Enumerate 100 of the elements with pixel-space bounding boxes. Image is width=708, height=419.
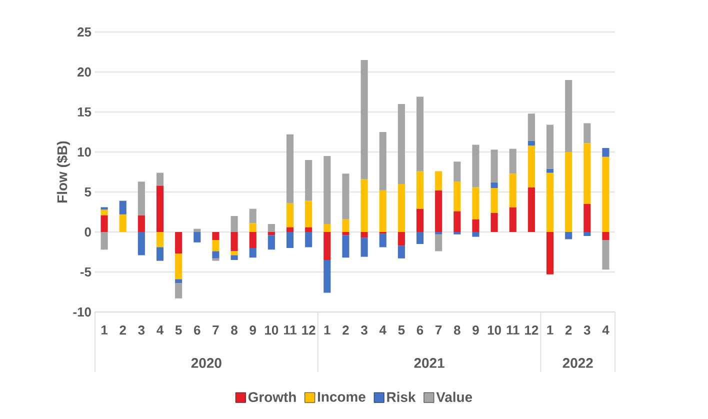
x-tick-label: 12 xyxy=(525,326,538,335)
bar xyxy=(602,232,610,240)
bar xyxy=(472,219,480,232)
bar xyxy=(230,255,238,260)
bar xyxy=(119,200,126,214)
bar xyxy=(212,251,220,258)
bar xyxy=(138,232,145,256)
bar xyxy=(398,246,405,258)
bar xyxy=(454,211,461,232)
bar xyxy=(175,283,182,298)
y-tick-label: 20 xyxy=(78,67,91,77)
bar xyxy=(194,232,201,242)
bar xyxy=(324,224,331,232)
x-tick-label: 10 xyxy=(488,326,501,335)
bar xyxy=(565,232,572,240)
bar xyxy=(212,232,220,240)
legend-label: Income xyxy=(318,392,366,402)
bar xyxy=(156,172,164,186)
bar xyxy=(342,219,350,232)
bar xyxy=(305,160,312,201)
bar xyxy=(546,168,554,173)
bar xyxy=(156,232,164,248)
bar xyxy=(546,172,554,232)
bar xyxy=(360,232,368,238)
bar xyxy=(268,235,275,250)
x-tick-label: 3 xyxy=(584,326,590,335)
legend-label: Risk xyxy=(387,392,416,402)
x-tick-label: 8 xyxy=(454,326,460,335)
x-tick-label: 6 xyxy=(416,326,424,335)
x-tick-label: 4 xyxy=(602,326,610,334)
bar xyxy=(138,182,145,216)
y-tick-label: 0 xyxy=(84,227,91,237)
legend-label: Value xyxy=(436,392,472,402)
bar xyxy=(249,208,256,224)
bar xyxy=(119,214,126,232)
x-tick-label: 9 xyxy=(472,326,479,335)
bar xyxy=(398,232,405,246)
bar xyxy=(528,146,535,188)
bar xyxy=(490,212,498,232)
y-tick-label: -5 xyxy=(80,267,92,277)
bar xyxy=(342,235,350,258)
bar xyxy=(528,187,535,232)
bar xyxy=(249,248,256,258)
y-axis-title: Flow ($B) xyxy=(56,141,70,202)
bar xyxy=(286,203,294,228)
bar xyxy=(360,60,368,180)
bar xyxy=(360,238,368,257)
bar xyxy=(472,232,480,237)
bar xyxy=(100,207,108,210)
bar xyxy=(194,228,201,232)
bar xyxy=(156,247,164,261)
bar xyxy=(379,132,386,190)
text: 2022 xyxy=(562,358,593,368)
legend-label: Growth xyxy=(248,392,296,402)
x-tick-label: 3 xyxy=(360,326,368,335)
x-tick-label: 2 xyxy=(342,326,349,335)
bar xyxy=(324,232,331,260)
bar xyxy=(230,232,238,252)
bar xyxy=(416,232,424,244)
bar xyxy=(454,162,461,182)
bar xyxy=(379,234,386,248)
bar xyxy=(230,216,238,232)
bar xyxy=(100,232,108,250)
bar xyxy=(584,143,591,204)
bar xyxy=(268,232,275,236)
x-tick-label: 11 xyxy=(284,326,296,334)
y-tick-label: 25 xyxy=(78,27,92,37)
bar xyxy=(268,224,275,232)
x-tick-label: 5 xyxy=(398,326,405,335)
bar xyxy=(286,134,294,204)
x-tick-label: 8 xyxy=(231,326,238,335)
y-tick-label: -10 xyxy=(73,307,91,317)
x-tick-label: 1 xyxy=(101,326,108,334)
bar xyxy=(435,190,442,232)
y-tick-label: 5 xyxy=(84,187,92,197)
bar xyxy=(305,200,312,228)
bar xyxy=(509,174,516,208)
y-tick-label: 10 xyxy=(78,147,91,157)
x-tick-label: 1 xyxy=(547,326,554,334)
bar xyxy=(546,232,554,274)
bar xyxy=(379,190,386,232)
x-tick-label: 1 xyxy=(324,326,330,334)
x-tick-label: 3 xyxy=(138,326,145,335)
x-tick-label: 2 xyxy=(120,326,126,335)
bar xyxy=(472,144,480,188)
bar xyxy=(602,156,610,232)
bar xyxy=(100,215,108,232)
x-tick-label: 11 xyxy=(506,326,520,334)
bar xyxy=(342,232,350,236)
bar xyxy=(212,258,220,261)
bar xyxy=(565,80,572,152)
bar xyxy=(454,182,461,212)
bar xyxy=(490,188,498,213)
bar xyxy=(472,187,480,220)
bar xyxy=(435,234,442,252)
bar xyxy=(584,123,591,144)
bar xyxy=(416,96,424,172)
text: 2020 xyxy=(191,358,222,368)
bar xyxy=(360,179,368,232)
x-tick-label: 12 xyxy=(302,326,316,335)
